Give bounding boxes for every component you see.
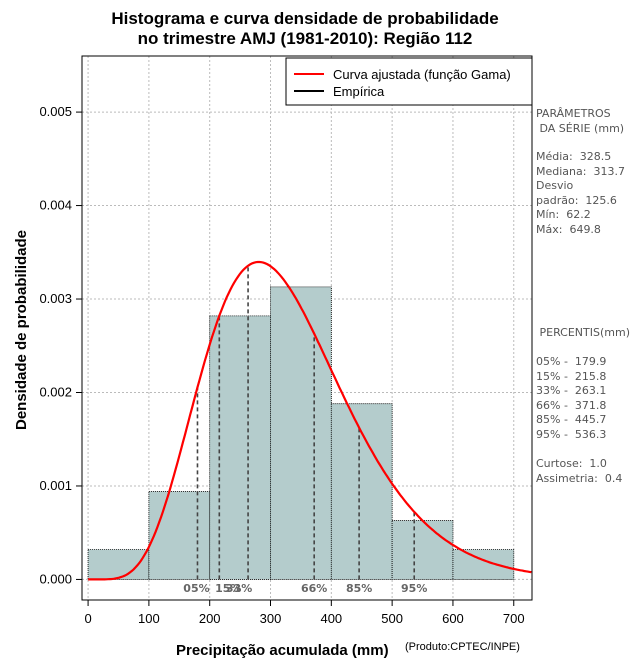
y-tick-label: 0.005: [39, 104, 72, 119]
x-tick-label: 500: [381, 611, 403, 626]
y-tick-label: 0.001: [39, 478, 72, 493]
y-tick-label: 0.002: [39, 384, 72, 399]
histogram-bar: [330, 403, 393, 580]
percentile-label: 33%: [226, 582, 252, 595]
x-axis-label: Precipitação acumulada (mm): [176, 642, 389, 659]
x-tick-label: 0: [84, 611, 91, 626]
y-tick-label: 0.003: [39, 291, 72, 306]
percentile-label: 15%: [215, 582, 241, 595]
histogram-bar: [148, 491, 211, 580]
percentile-label: 05%: [183, 582, 209, 595]
x-tick-label: 600: [442, 611, 464, 626]
chart-title-line2: no trimestre AMJ (1981-2010): Região 112: [137, 29, 473, 48]
y-tick-label: 0.000: [39, 571, 72, 586]
percentis-heading: PERCENTIS(mm): [536, 326, 630, 339]
y-tick-label: 0.004: [39, 198, 72, 213]
percentile-label: 95%: [401, 582, 427, 595]
legend-label: Curva ajustada (função Gama): [333, 67, 511, 82]
histogram-bar: [391, 520, 454, 580]
y-axis-label: Densidade de probabilidade: [13, 230, 30, 430]
percentile-label: 85%: [346, 582, 372, 595]
gamma-curve: [88, 260, 532, 581]
histogram-bar: [270, 286, 332, 580]
histogram-bar: [452, 549, 515, 580]
x-tick-label: 200: [199, 611, 221, 626]
percentile-label: 66%: [301, 582, 327, 595]
x-tick-label: 400: [320, 611, 342, 626]
chart-title-line1: Histograma e curva densidade de probabil…: [111, 9, 499, 28]
product-credit: (Produto:CPTEC/INPE): [405, 641, 520, 653]
params-values: Média: 328.5 Mediana: 313.7 Desvio padrã…: [536, 150, 625, 236]
shape-stats: Curtose: 1.0 Assimetria: 0.4: [536, 457, 623, 485]
x-tick-label: 100: [138, 611, 160, 626]
params-heading: PARÂMETROS DA SÉRIE (mm): [536, 107, 625, 135]
x-tick-label: 700: [503, 611, 525, 626]
histogram-bar: [87, 549, 150, 580]
legend-label: Empírica: [333, 84, 385, 99]
x-tick-label: 300: [260, 611, 282, 626]
legend-box: [285, 57, 533, 106]
percentis-values: 05% - 179.9 15% - 215.8 33% - 263.1 66% …: [536, 355, 607, 441]
